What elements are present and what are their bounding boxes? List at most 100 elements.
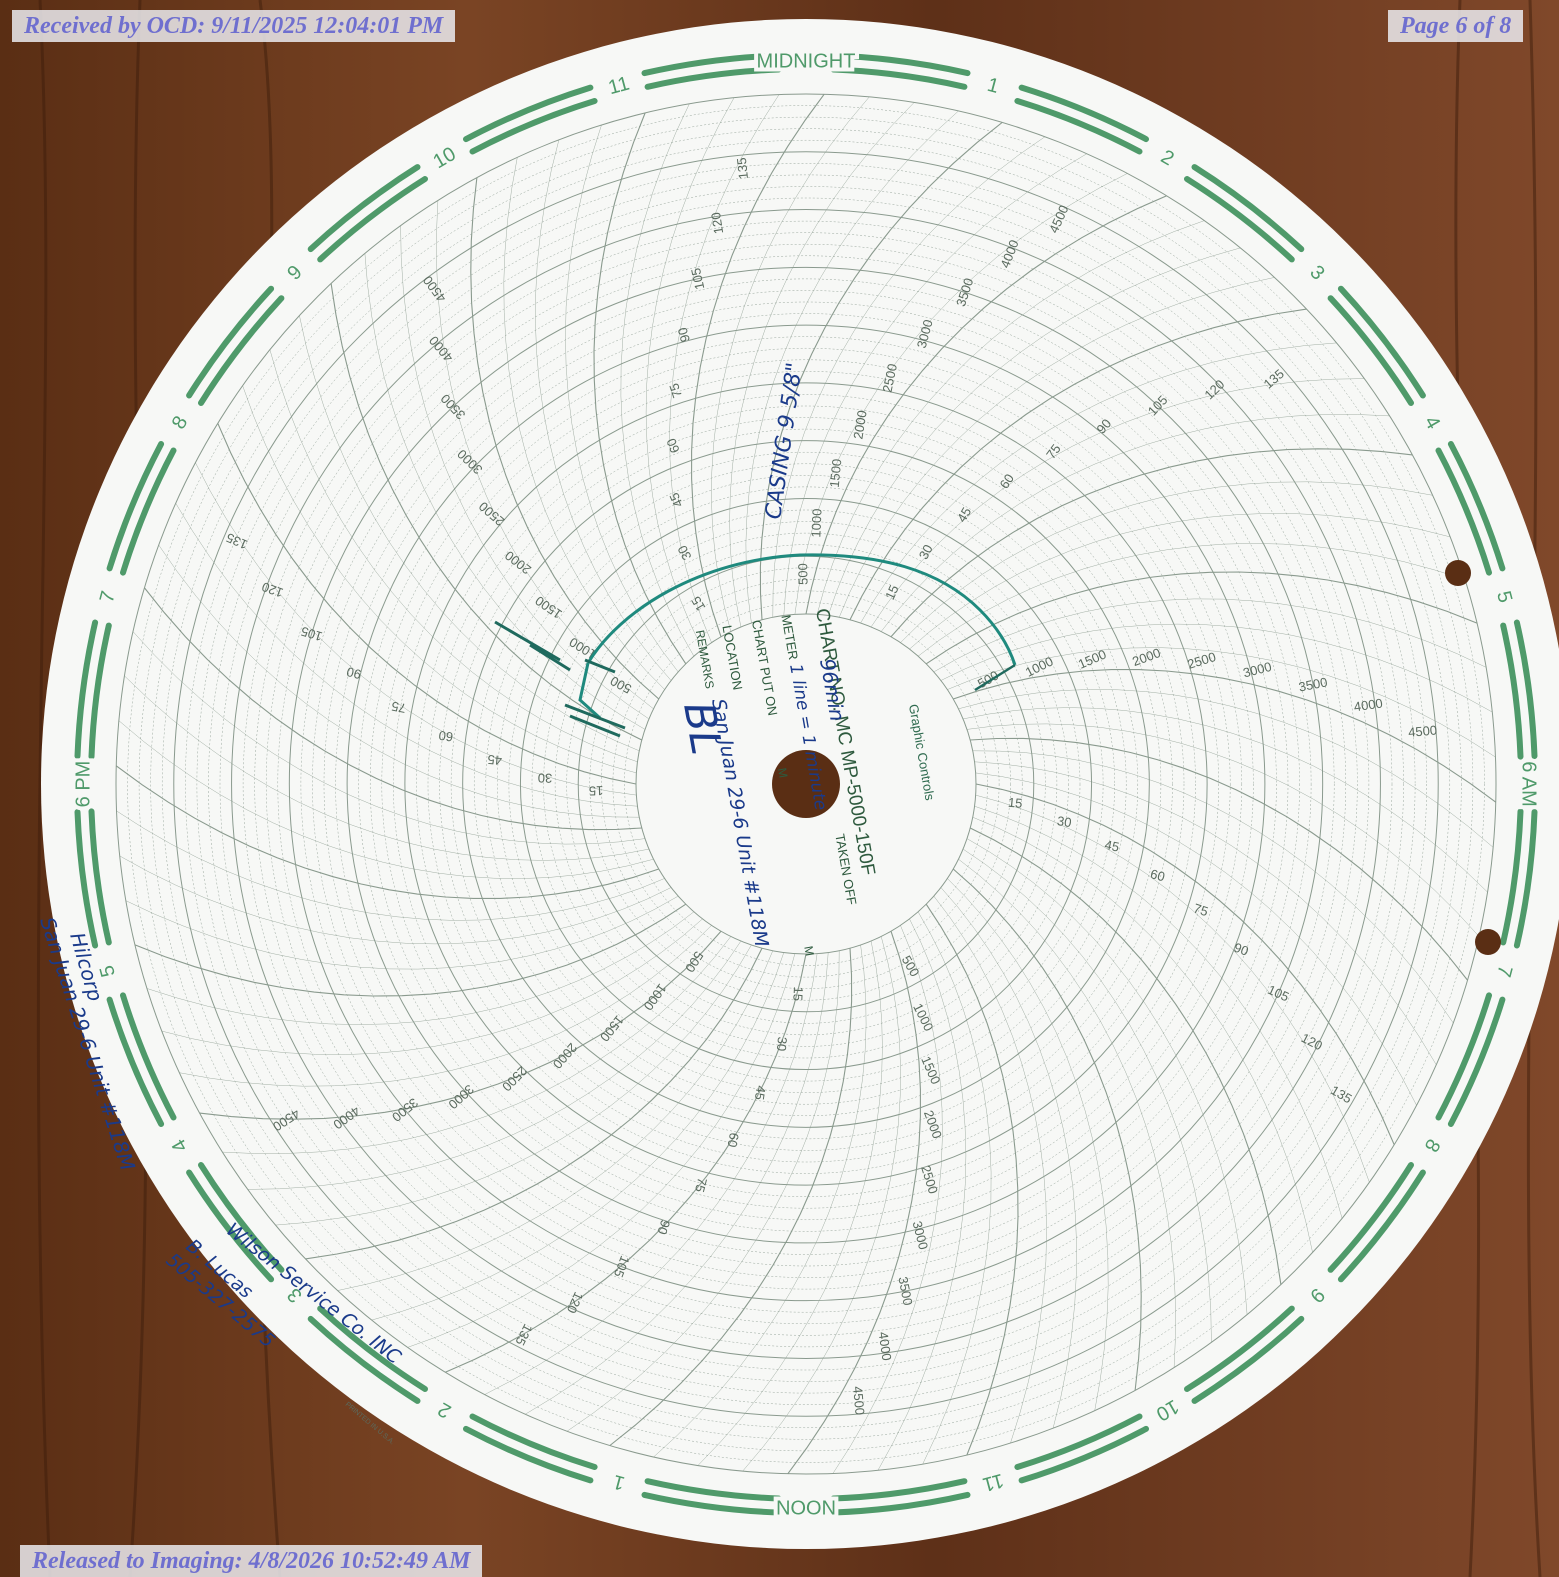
hour-ring-segment xyxy=(644,1478,782,1502)
temperature-scale-label: 15 xyxy=(589,783,604,798)
temperature-scale-label: 105 xyxy=(611,1254,633,1280)
grid-circle xyxy=(346,324,1266,1244)
temperature-scale-label: 15 xyxy=(790,986,806,1001)
time-arc xyxy=(566,950,840,1432)
time-arc xyxy=(609,948,853,1446)
time-arc xyxy=(175,503,638,807)
grid-circle xyxy=(335,313,1277,1255)
time-arc xyxy=(115,765,659,899)
grid-circle xyxy=(450,428,1162,1140)
temperature-scale-label: 75 xyxy=(666,381,685,399)
temperature-scale-label: 90 xyxy=(1232,940,1251,959)
time-arc xyxy=(970,737,1468,981)
grid-circle xyxy=(566,544,1046,1024)
time-arc xyxy=(407,953,796,1348)
temperature-scale-label: 60 xyxy=(663,436,682,455)
time-arc xyxy=(860,342,1337,624)
time-arc xyxy=(179,925,712,1087)
time-arc xyxy=(299,315,640,751)
pressure-scale-label: 1000 xyxy=(808,508,824,538)
time-arc xyxy=(925,571,1478,665)
hour-ring-segment xyxy=(1018,84,1149,143)
pressure-scale-label: 2500 xyxy=(879,362,900,393)
pressure-scale-label: 4500 xyxy=(1408,722,1438,739)
signature: BL xyxy=(674,698,731,758)
grid-circle xyxy=(358,336,1254,1232)
hour-ring-segment xyxy=(1184,1305,1295,1392)
time-arc xyxy=(909,513,1451,650)
released-stamp: Released to Imaging: 4/8/2026 10:52:49 A… xyxy=(20,1545,483,1577)
time-arc xyxy=(953,669,1497,803)
grid-circle xyxy=(219,197,1393,1371)
grid-circle xyxy=(185,163,1427,1405)
hour-ring-segment xyxy=(1014,98,1143,155)
time-arc xyxy=(697,941,883,1466)
temperature-scale-label: 120 xyxy=(260,579,286,601)
time-arc xyxy=(772,136,1046,618)
hour-ring-segment xyxy=(1500,808,1524,946)
hour-ring-segment xyxy=(74,619,99,759)
hour-ring-segment xyxy=(186,1169,275,1283)
hour-ring-segment xyxy=(831,52,971,77)
grid-circle xyxy=(519,497,1093,1071)
grid-circle xyxy=(127,105,1485,1463)
time-arc xyxy=(966,838,1248,1315)
hour-ring-segment xyxy=(88,622,112,760)
temperature-scale-label: 30 xyxy=(774,1036,790,1052)
hour-ring-segment xyxy=(1513,619,1538,759)
pressure-scale-label: 1500 xyxy=(827,458,845,488)
time-arc xyxy=(565,124,679,673)
hour-ring-segment xyxy=(1184,176,1295,263)
grid-circle xyxy=(439,417,1173,1151)
hour-ring-segment xyxy=(1435,447,1492,576)
grid-circle xyxy=(543,521,1069,1047)
time-arc xyxy=(119,855,672,945)
hour-ring-segment xyxy=(463,1425,594,1484)
time-arc xyxy=(217,423,637,785)
grid-circle xyxy=(508,486,1104,1082)
hour-ring-segment xyxy=(1018,1425,1149,1484)
time-arc xyxy=(972,817,1313,1253)
time-arc xyxy=(849,308,1307,621)
temperature-scale-label: 60 xyxy=(438,728,454,745)
grid-circle xyxy=(231,209,1381,1359)
time-arc xyxy=(890,448,1413,638)
hour-ring-segment xyxy=(831,1491,971,1516)
time-arc xyxy=(839,277,1275,618)
hour-ring-segment xyxy=(463,84,594,143)
time-arc xyxy=(400,225,650,720)
time-arc xyxy=(933,895,1047,1444)
pressure-scale-label: 2000 xyxy=(850,409,869,440)
time-arc xyxy=(269,349,638,762)
hour-ring-segment xyxy=(186,285,275,399)
time-arc xyxy=(525,952,829,1415)
time-arc xyxy=(966,723,1480,937)
time-arc xyxy=(962,848,1212,1343)
temperature-scale-label: 90 xyxy=(345,664,363,682)
grid-circle xyxy=(589,567,1023,1001)
hour-ring-segment xyxy=(198,1162,285,1273)
hour-ring-segment xyxy=(1014,1413,1143,1470)
temperature-scale-label: 120 xyxy=(708,211,726,235)
grid-circle xyxy=(381,359,1231,1209)
pressure-scale-label: 3000 xyxy=(910,1219,932,1251)
hour-ring-segment xyxy=(1327,1162,1414,1273)
hour-ring-segment xyxy=(106,441,165,572)
grid-circle xyxy=(612,590,1000,978)
temperature-scale-label: 90 xyxy=(675,326,693,344)
time-arc xyxy=(535,139,672,681)
time-arc xyxy=(958,859,1176,1368)
grid-circle xyxy=(531,509,1081,1059)
grid-circle xyxy=(161,139,1451,1429)
hour-ring-segment xyxy=(1513,809,1538,949)
hour-ring-segment xyxy=(1500,622,1524,760)
hour-ring-segment xyxy=(317,176,428,263)
grid-circle xyxy=(462,440,1150,1128)
grid-circle xyxy=(416,394,1196,1174)
grid-circle xyxy=(473,451,1139,1117)
grid-circle xyxy=(288,266,1324,1302)
grid-circle xyxy=(242,220,1370,1348)
time-arc xyxy=(118,720,654,879)
grid-circle xyxy=(300,278,1312,1290)
